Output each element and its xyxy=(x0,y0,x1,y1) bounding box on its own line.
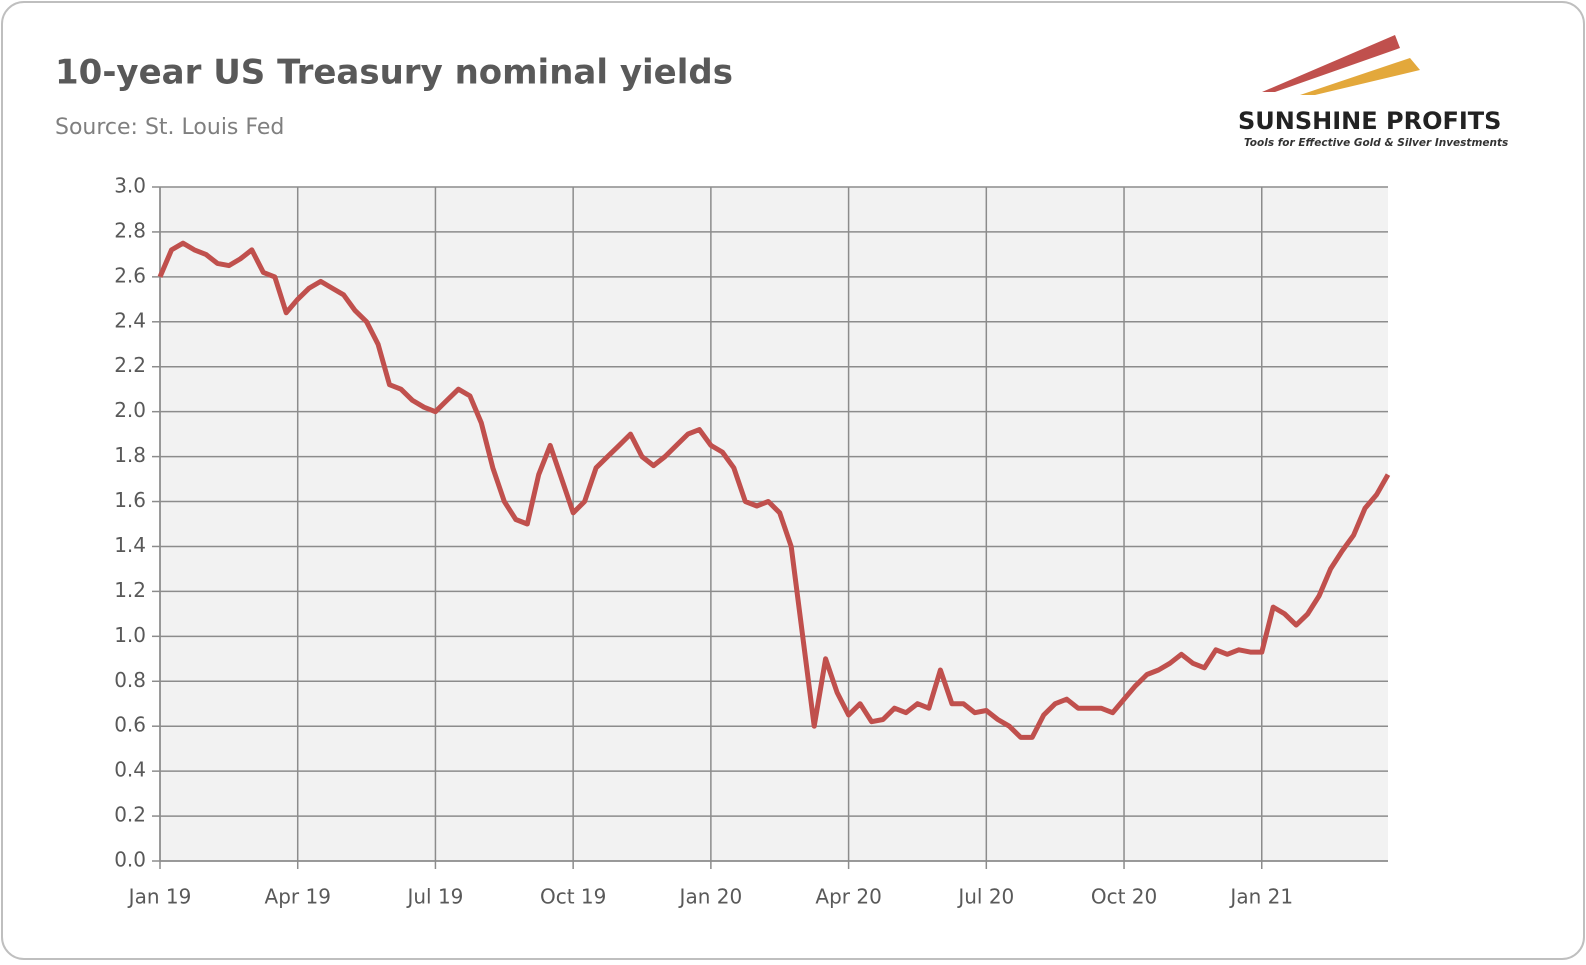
logo-swoosh xyxy=(1300,58,1420,95)
y-tick-label: 0.0 xyxy=(114,848,146,872)
y-tick-label: 2.8 xyxy=(114,218,146,242)
line-series xyxy=(157,240,1391,740)
logo: SUNSHINE PROFITS Tools for Effective Gol… xyxy=(1238,35,1508,149)
y-tick-label: 0.4 xyxy=(114,758,146,782)
y-tick-label: 1.4 xyxy=(114,533,146,557)
y-tick-label: 1.8 xyxy=(114,443,146,467)
y-tick-label: 2.4 xyxy=(114,308,146,332)
logo-swoosh xyxy=(1262,35,1400,92)
y-tick-label: 2.6 xyxy=(114,263,146,287)
plot-area xyxy=(160,187,1388,861)
y-tick-label: 1.6 xyxy=(114,488,146,512)
y-tick-label: 1.0 xyxy=(114,623,146,647)
x-tick-label: Jan 20 xyxy=(678,885,743,909)
x-tick-label: Jan 19 xyxy=(127,885,192,909)
y-tick-label: 0.8 xyxy=(114,668,146,692)
x-tick-label: Jul 19 xyxy=(405,885,463,909)
x-tick-label: Oct 20 xyxy=(1091,885,1157,909)
chart-title: 10-year US Treasury nominal yields xyxy=(55,53,733,93)
y-tick-label: 2.2 xyxy=(114,353,146,377)
logo-tagline: Tools for Effective Gold & Silver Invest… xyxy=(1244,137,1508,149)
y-tick-label: 0.6 xyxy=(114,713,146,737)
x-tick-label: Jan 21 xyxy=(1228,885,1293,909)
chart-subtitle: Source: St. Louis Fed xyxy=(55,115,284,140)
y-tick-label: 1.2 xyxy=(114,578,146,602)
x-tick-label: Apr 19 xyxy=(265,885,331,909)
x-tick-label: Apr 20 xyxy=(815,885,881,909)
logo-name: SUNSHINE PROFITS xyxy=(1238,107,1501,135)
y-tick-label: 2.0 xyxy=(114,398,146,422)
y-tick-label: 0.2 xyxy=(114,803,146,827)
y-tick-label: 3.0 xyxy=(114,174,146,198)
x-tick-label: Jul 20 xyxy=(956,885,1014,909)
x-tick-label: Oct 19 xyxy=(540,885,606,909)
